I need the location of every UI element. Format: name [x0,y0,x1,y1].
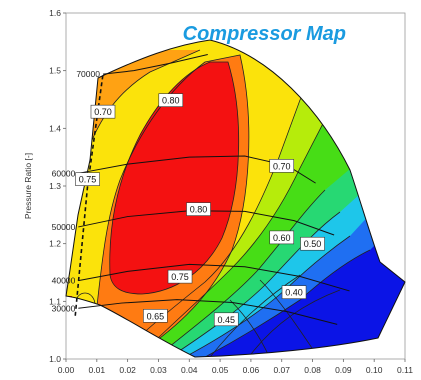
x-tick-label: 0.08 [304,365,321,375]
speed-label: 60000 [52,168,76,178]
efficiency-label-box [158,93,184,107]
x-axis: 0.00 0.01 0.02 0.03 0.04 0.05 0.06 0.07 0.08 0.09… [58,359,413,375]
speed-line [78,210,335,236]
efficiency-label: 0.65 [143,309,168,323]
speed-line [102,54,208,75]
efficiency-label-box [300,236,325,251]
efficiency-label-text: 0.80 [190,205,208,215]
y-tick-label: 1.3 [49,181,61,191]
y-tick-label: 1.1 [49,296,61,306]
speed-labels: 70000 60000 50000 40000 30000 [52,69,101,313]
efficiency-label-text: 0.70 [273,161,291,171]
x-tick-label: 0.04 [181,365,198,375]
efficiency-label: 0.80 [186,202,211,216]
x-tick-label: 0.05 [212,365,229,375]
speed-line [78,263,350,292]
x-tick-label: 0.11 [397,365,413,375]
efficiency-label: 0.70 [269,159,295,173]
x-tick-label: 0.10 [366,365,383,375]
efficiency-label: 0.75 [167,269,193,284]
efficiency-label: 0.50 [300,236,325,251]
chart-title: Compressor Map [183,23,346,45]
efficiency-label-box [269,230,295,245]
efficiency-label-box [167,269,193,284]
efficiency-label-box [269,159,295,173]
efficiency-label: 0.45 [213,312,239,327]
x-tick-label: 0.00 [58,365,75,375]
speed-lines [78,54,350,325]
x-tick-label: 0.01 [89,365,106,375]
contour-line-diag-1 [199,274,301,357]
x-tick-label: 0.09 [335,365,352,375]
contour-line-diag-4 [229,299,276,357]
y-tick-label: 1.6 [49,8,61,18]
y-tick-label: 1.2 [49,239,61,249]
efficiency-label-text: 0.50 [304,239,322,249]
x-tick-label: 0.03 [150,365,167,375]
contour-line-0775 [89,54,250,357]
y-axis: 1.0 1.1 1.2 1.3 1.4 1.5 1.6 [49,8,66,364]
contour-lines [66,40,371,357]
speed-label: 40000 [52,276,76,286]
x-tick-label: 0.02 [119,365,136,375]
contour-line-080 [109,61,240,295]
efficiency-label-text: 0.65 [147,311,165,321]
efficiency-label-text: 0.70 [94,107,112,117]
efficiency-label-box [75,172,100,186]
efficiency-label-box [281,285,307,299]
y-tick-label: 1.0 [49,354,61,364]
efficiency-label-box [186,202,211,216]
contour-line-diag-2 [239,289,341,357]
band-080 [109,62,239,294]
efficiency-label: 0.70 [90,104,116,119]
efficiency-label: 0.40 [281,285,307,299]
y-tick-label: 1.5 [49,66,61,76]
contour-line-055 [149,211,341,357]
efficiency-label: 0.80 [158,93,184,107]
x-tick-label: 0.06 [243,365,260,375]
y-tick-label: 1.4 [49,123,61,133]
speed-line [78,299,338,325]
map-envelope [65,39,406,358]
efficiency-label-text: 0.80 [162,96,180,106]
efficiency-label-text: 0.75 [79,175,97,185]
y-axis-label: Pressure Ratio [-] [23,153,33,219]
efficiency-labels: 0.70 0.80 0.75 0.70 0.80 0.60 0.50 0.75 0.40 0.65… [75,93,325,327]
efficiency-label-box [213,312,239,327]
speed-label: 70000 [76,69,100,79]
efficiency-label-text: 0.40 [285,288,303,298]
efficiency-label-text: 0.75 [171,272,189,282]
efficiency-label: 0.60 [269,230,295,245]
efficiency-label-text: 0.45 [217,315,235,325]
contour-line-060 [139,189,326,357]
efficiency-label-box [90,104,116,119]
speed-label: 50000 [52,222,76,232]
contour-line-045 [179,249,371,357]
contour-line-065 [124,109,331,357]
speed-label: 30000 [52,303,76,313]
x-tick-label: 0.07 [273,365,290,375]
efficiency-label: 0.75 [75,172,100,186]
efficiency-label-box [143,309,168,323]
efficiency-label-text: 0.60 [273,233,291,243]
